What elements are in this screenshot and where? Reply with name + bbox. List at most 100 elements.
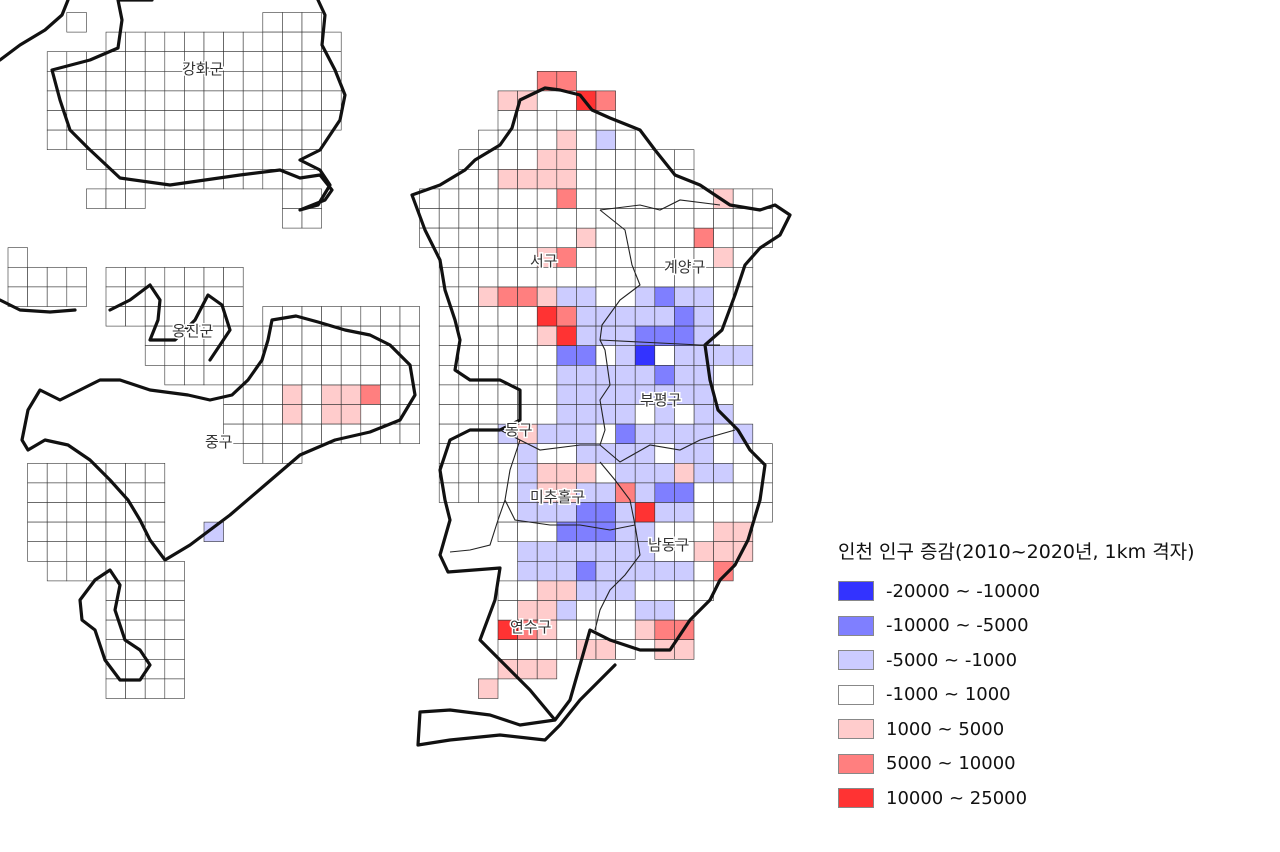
grid-cell (458, 325, 479, 347)
grid-cell (458, 286, 479, 307)
grid-cell (66, 560, 87, 582)
grid-cell (478, 462, 499, 484)
grid-cell (223, 51, 244, 72)
grid-cell (144, 678, 166, 699)
grid-cell (478, 266, 499, 288)
grid-cell (536, 169, 558, 190)
grid-cell (517, 169, 538, 190)
grid-cell (674, 306, 695, 327)
legend-item: -5000 ~ -1000 (838, 643, 1268, 678)
grid-cell (536, 306, 558, 327)
grid-cell (458, 306, 479, 327)
grid-cell (634, 266, 656, 288)
grid-cell (125, 129, 146, 151)
grid-cell (517, 364, 538, 386)
grid-cell (242, 51, 264, 72)
grid-cell (242, 423, 264, 445)
grid-cell (478, 169, 499, 190)
grid-cell (144, 600, 166, 621)
grid-cell (497, 169, 518, 190)
coastline-yeongjong (20, 314, 417, 562)
legend-item: 10000 ~ 25000 (838, 781, 1268, 816)
grid-cell (556, 208, 577, 229)
grid-cell (674, 482, 695, 503)
grid-cell (340, 384, 362, 405)
grid-cell (674, 364, 695, 386)
coastline-ongjin (0, 283, 232, 362)
grid-cell (262, 90, 283, 111)
grid-cell (634, 247, 656, 268)
grid-cell (556, 188, 577, 209)
grid-cell (458, 227, 479, 249)
grid-cell (674, 345, 695, 366)
grid-cell (86, 90, 107, 111)
boundary-yeonsu (594, 524, 641, 631)
grid-cell (595, 600, 616, 621)
grid-cell (536, 325, 558, 347)
grid-cell (105, 521, 126, 542)
grid-cell (732, 482, 754, 503)
grid-cell (634, 443, 656, 464)
grid-cell (282, 364, 303, 386)
grid-cell (164, 266, 185, 288)
grid-cell (595, 286, 616, 307)
grid-cell (242, 384, 264, 405)
grid-cell (713, 345, 734, 366)
grid-cell (556, 227, 577, 249)
grid-cell (517, 129, 538, 151)
grid-cell (203, 521, 224, 542)
grid-cell (242, 71, 264, 92)
grid-cell (7, 247, 28, 268)
grid-cell (517, 188, 538, 209)
grid-cell (654, 462, 675, 484)
grid-cell (556, 306, 577, 327)
legend-label: -1000 ~ 1000 (886, 684, 1011, 706)
grid-cell (301, 345, 322, 366)
grid-cell (674, 188, 695, 209)
grid-cell (576, 364, 597, 386)
grid-cell (301, 325, 322, 347)
grid-cell (654, 306, 675, 327)
grid-cell (105, 541, 126, 562)
grid-cell (595, 169, 616, 190)
grid-cell (615, 286, 636, 307)
grid-cell (634, 364, 656, 386)
grid-cell (595, 90, 616, 111)
boundary-bupyeong (599, 339, 720, 346)
grid-cell (340, 345, 362, 366)
grid-cell (536, 149, 558, 170)
legend-label: 5000 ~ 10000 (886, 753, 1016, 775)
grid-cell (654, 345, 675, 366)
grid-cell (164, 345, 185, 366)
grid-cell (66, 482, 87, 503)
label-jung: 중구 (205, 433, 233, 451)
grid-cell (634, 169, 656, 190)
grid-cell (458, 188, 479, 209)
grid-cell (144, 482, 166, 503)
grid-cell (46, 129, 68, 151)
grid-cell (262, 149, 283, 170)
grid-cell (360, 345, 381, 366)
legend-label: -10000 ~ -5000 (886, 615, 1029, 637)
legend-items: -20000 ~ -10000 -10000 ~ -5000 -5000 ~ -… (838, 574, 1268, 816)
legend-label: -20000 ~ -10000 (886, 580, 1041, 602)
grid-cell (125, 306, 146, 327)
grid-cell (301, 51, 322, 72)
grid-cell (27, 266, 48, 288)
grid-cell (536, 541, 558, 562)
legend-swatch (838, 684, 874, 705)
grid-cell (556, 169, 577, 190)
grid-cell (242, 129, 264, 151)
grid-cell (576, 149, 597, 170)
label-michuhol: 미추홀구 (530, 488, 585, 506)
grid-cell (262, 384, 283, 405)
grid-cell (223, 31, 244, 52)
grid-cell (458, 208, 479, 229)
grid-cell (105, 188, 126, 209)
grid-cell (713, 423, 734, 445)
grid-cell (125, 600, 146, 621)
grid-cell (282, 12, 303, 33)
grid-cell (478, 286, 499, 307)
grid-cell (125, 188, 146, 209)
grid-cell (517, 325, 538, 347)
